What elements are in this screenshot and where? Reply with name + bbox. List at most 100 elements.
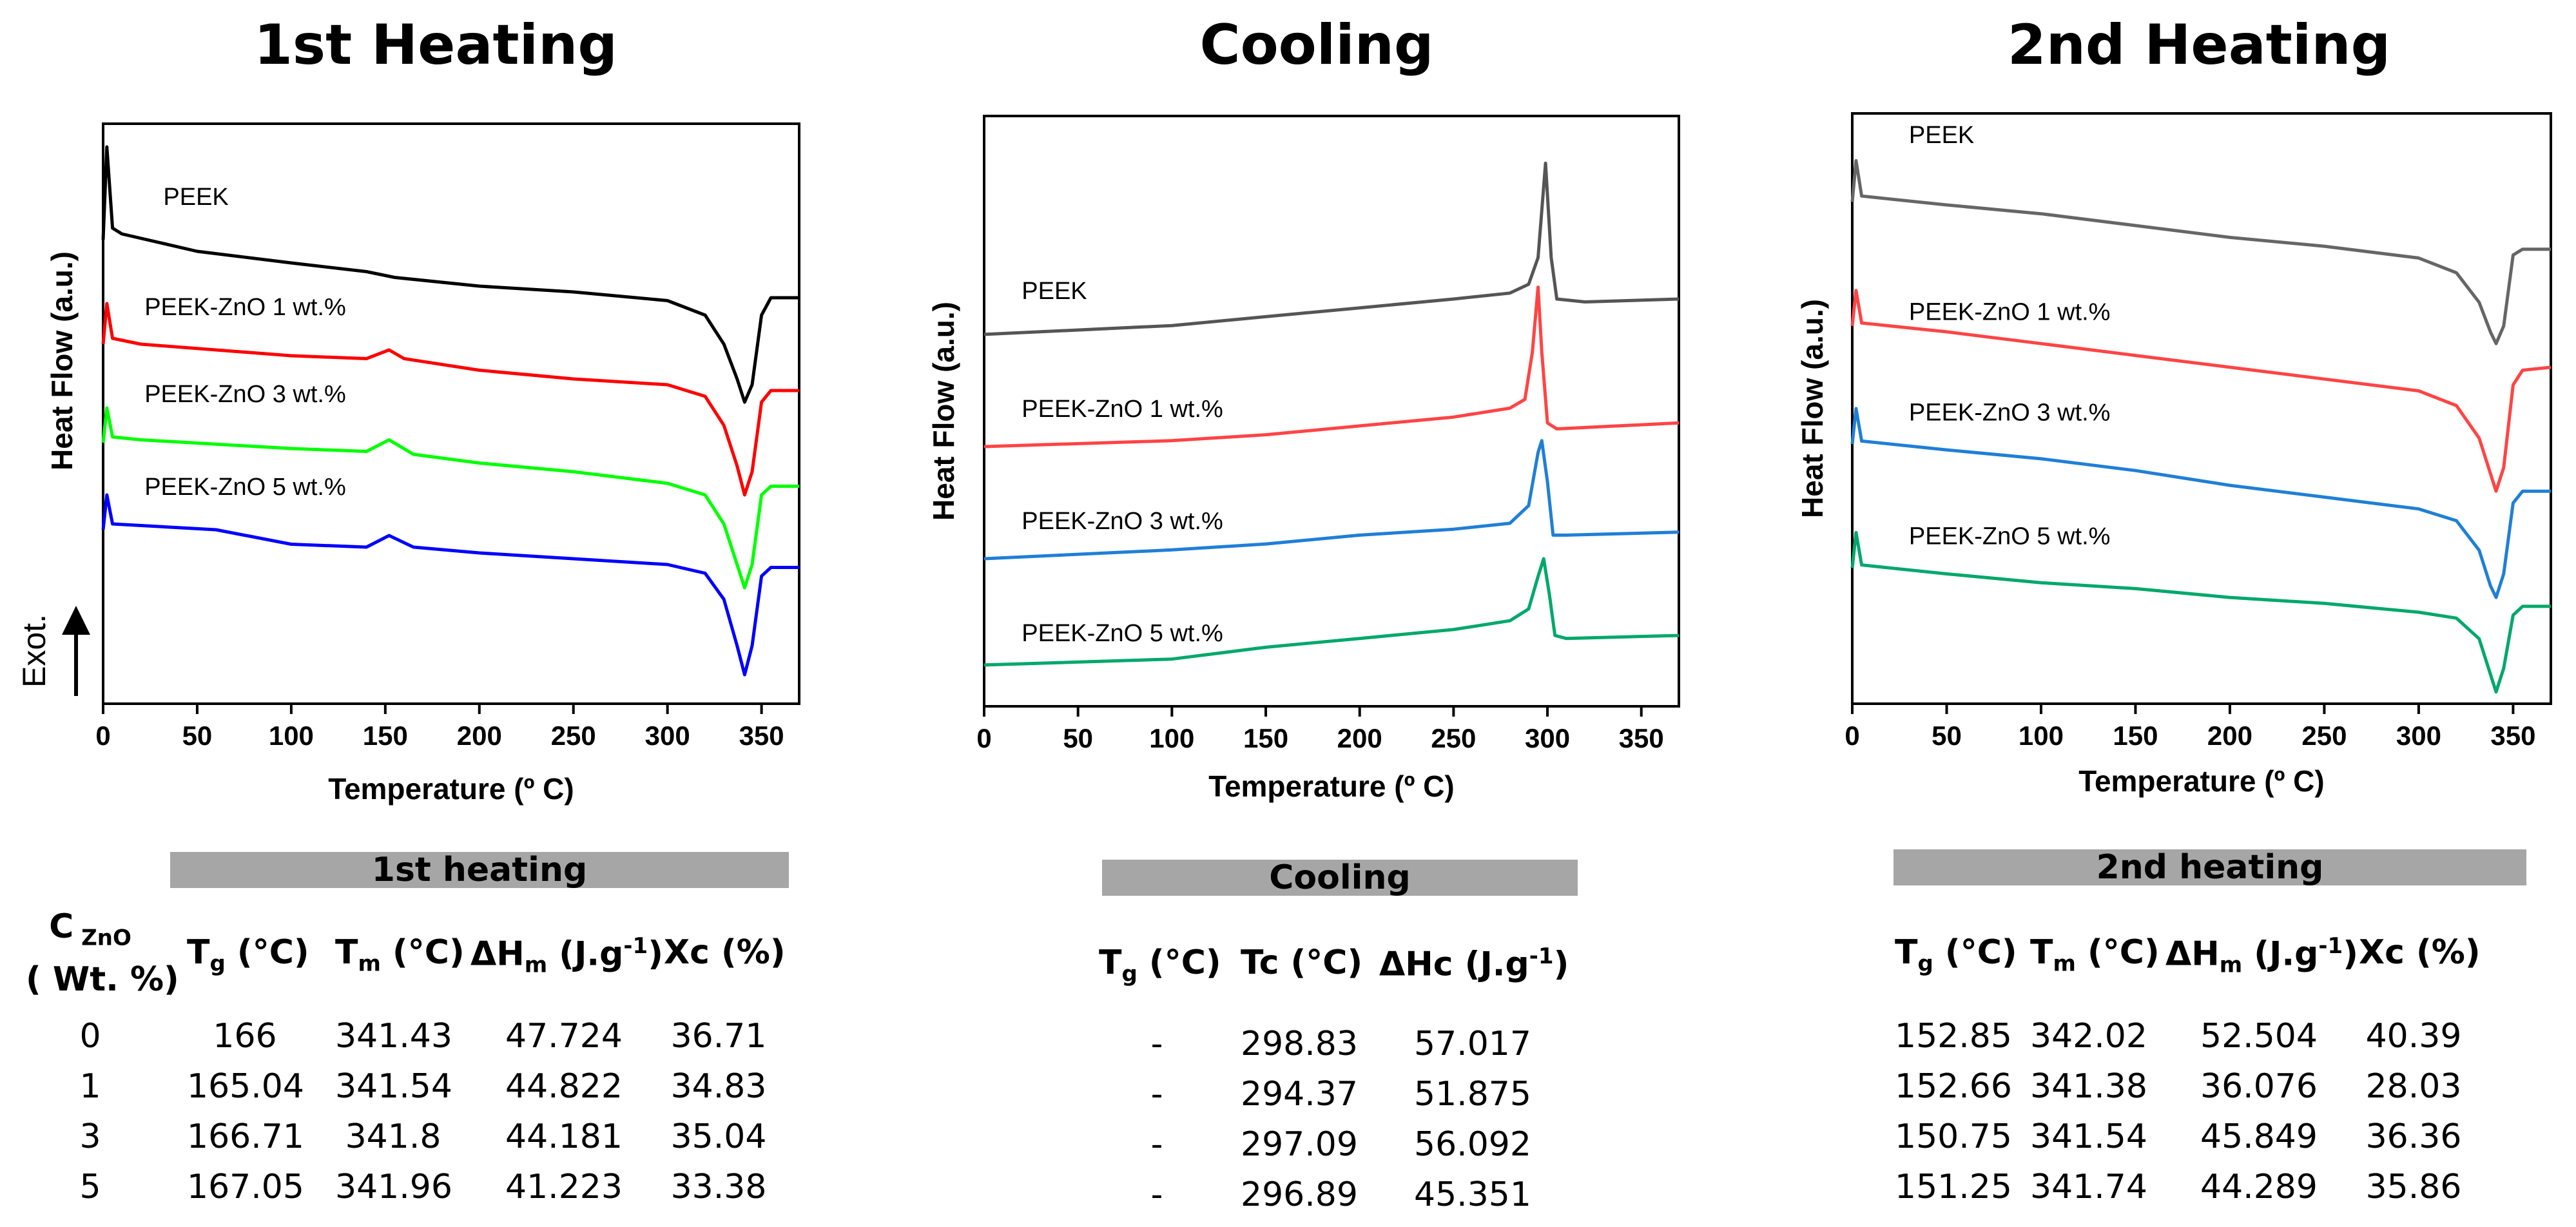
row-label-c-zno: 3 <box>79 1117 101 1156</box>
y-axis-label: Heat Flow (a.u.) <box>1796 299 1829 518</box>
table-cell: 51.875 <box>1414 1075 1531 1114</box>
table-header-cooling: Cooling <box>1102 860 1578 896</box>
table-cell: 152.66 <box>1895 1067 2012 1106</box>
col-head-xc: Xc (%) <box>2359 933 2481 972</box>
table-cell: 35.04 <box>670 1117 767 1156</box>
col-head-dhc: ΔHc (J.g-1) <box>1379 943 1569 984</box>
table-cell: 56.092 <box>1414 1125 1531 1164</box>
table-cell: 45.351 <box>1414 1175 1531 1214</box>
table-cell: 165.04 <box>187 1067 304 1106</box>
dsc-charts: 0 50 100 150 200 250 300 350 Temperature (º C) He… <box>16 112 2552 806</box>
y-axis-label: Heat Flow (a.u.) <box>45 251 79 470</box>
table-cell: 28.03 <box>2365 1067 2462 1106</box>
row-label-c-zno: 1 <box>79 1067 101 1106</box>
x-tick-label: 100 <box>1149 723 1194 753</box>
series-label: PEEK-ZnO 1 wt.% <box>1909 299 2111 326</box>
x-tick-label: 200 <box>2207 720 2252 751</box>
row-label-head-line1: C ZnO <box>49 907 131 951</box>
col-head-xc: Xc (%) <box>664 933 786 972</box>
x-tick-label: 350 <box>739 720 784 751</box>
series-line-peek <box>983 161 1680 336</box>
x-tick-label: 100 <box>2019 720 2064 751</box>
table-cell: 45.849 <box>2200 1117 2318 1156</box>
table-cell: 34.83 <box>670 1067 767 1106</box>
y-axis-label: Heat Flow (a.u.) <box>927 302 960 521</box>
series-label: PEEK <box>1022 278 1087 305</box>
table-cell: 166.71 <box>187 1117 304 1156</box>
series-label: PEEK-ZnO 5 wt.% <box>1909 523 2111 550</box>
panel-title-2nd-heating: 2nd Heating <box>2007 13 2391 77</box>
table-cell: 41.223 <box>505 1168 623 1206</box>
series-line-peek-zno-3-wt- <box>101 406 799 590</box>
row-label-c-zno: 0 <box>79 1017 101 1056</box>
table-header-2nd-heating: 2nd heating <box>1893 849 2526 885</box>
table-cell: 36.076 <box>2200 1067 2318 1106</box>
table-cell: 294.37 <box>1241 1075 1358 1114</box>
exo-arrow-head <box>62 606 90 635</box>
x-tick-label: 150 <box>2113 720 2158 751</box>
row-label-head-sub: ZnO <box>73 925 131 951</box>
table-cell: 341.38 <box>2030 1067 2147 1106</box>
x-tick-label: 150 <box>363 720 408 751</box>
table-cell: 341.54 <box>2030 1117 2147 1156</box>
plot-frame <box>983 115 1680 708</box>
series-label: PEEK-ZnO 3 wt.% <box>1022 508 1223 535</box>
series-line-peek-zno-3-wt- <box>983 439 1680 561</box>
series-line-peek-zno-5-wt- <box>101 493 799 677</box>
table-cell: - <box>1150 1125 1163 1164</box>
table-cell: 341.54 <box>335 1067 452 1106</box>
table-cell: 296.89 <box>1241 1175 1358 1214</box>
series-label: PEEK-ZnO 5 wt.% <box>1022 620 1223 647</box>
x-tick-label: 300 <box>645 720 690 751</box>
row-label-head-line2: ( Wt. %) <box>26 960 179 999</box>
col-head-tg: Tg (°C) <box>1099 943 1221 987</box>
table-cell: 44.181 <box>505 1117 623 1156</box>
table-cell: 47.724 <box>505 1017 623 1056</box>
series-line-peek-zno-1-wt- <box>101 302 799 497</box>
table-cell: 57.017 <box>1414 1025 1531 1063</box>
row-label-c-zno: 5 <box>79 1168 101 1206</box>
x-tick-label: 0 <box>976 723 991 753</box>
table-cell: 33.38 <box>670 1168 767 1206</box>
table-cell: 166 <box>213 1017 277 1056</box>
table-cell: 341.8 <box>345 1117 441 1156</box>
x-tick-label: 0 <box>95 720 110 751</box>
series-label: PEEK-ZnO 5 wt.% <box>144 474 346 501</box>
table-cell: 36.36 <box>2365 1117 2462 1156</box>
x-tick-label: 0 <box>1845 720 1859 751</box>
col-head-tc: Tc (°C) <box>1241 943 1363 982</box>
table-cell: 36.71 <box>670 1017 767 1056</box>
series-label: PEEK-ZnO 3 wt.% <box>144 381 346 408</box>
table-cell: 297.09 <box>1241 1125 1358 1164</box>
x-tick-label: 300 <box>1525 723 1570 753</box>
table-cell: 152.85 <box>1895 1017 2012 1056</box>
series-line-peek-zno-1-wt- <box>1850 289 2552 493</box>
panel-title-1st-heating: 1st Heating <box>254 13 617 77</box>
table-cell: 341.43 <box>335 1017 452 1056</box>
table-cell: 342.02 <box>2030 1017 2147 1056</box>
x-tick-label: 350 <box>1619 723 1664 753</box>
col-head-tg: Tg (°C) <box>1895 933 2017 977</box>
x-tick-label: 50 <box>1063 723 1093 753</box>
table-cell: - <box>1150 1025 1163 1063</box>
series-line-peek-zno-5-wt- <box>983 557 1680 667</box>
plot-frame <box>1851 112 2552 705</box>
table-cell: 167.05 <box>187 1168 304 1206</box>
x-tick-label: 50 <box>182 720 213 751</box>
col-head-dhm: ΔHm (J.g-1) <box>470 933 663 978</box>
x-tick-label: 250 <box>1431 723 1476 753</box>
series-label: PEEK-ZnO 1 wt.% <box>144 294 346 321</box>
table-cell: 44.822 <box>505 1067 623 1106</box>
x-axis-label: Temperature (º C) <box>328 772 574 806</box>
table-cell: 341.74 <box>2030 1168 2147 1206</box>
x-axis-label: Temperature (º C) <box>1208 769 1454 803</box>
series-label: PEEK <box>1909 122 1974 149</box>
col-head-dhm: ΔHm (J.g-1) <box>2165 933 2358 978</box>
table-cell: 151.25 <box>1895 1168 2012 1206</box>
series-line-peek <box>101 145 799 404</box>
x-tick-label: 200 <box>457 720 502 751</box>
x-tick-label: 300 <box>2396 720 2441 751</box>
col-head-tg: Tg (°C) <box>187 933 309 977</box>
table-cell: 40.39 <box>2365 1017 2462 1056</box>
table-cell: 44.289 <box>2200 1168 2318 1206</box>
